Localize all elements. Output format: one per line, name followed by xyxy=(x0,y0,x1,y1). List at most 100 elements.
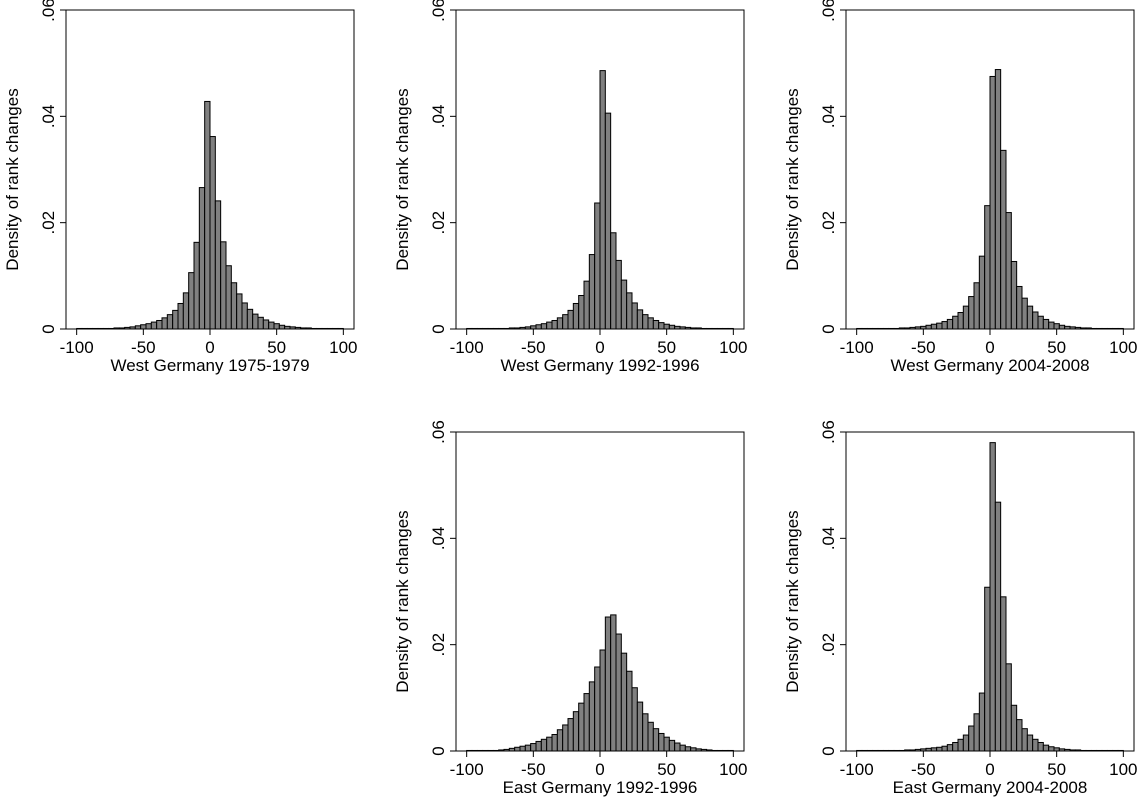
histogram-bar xyxy=(610,232,617,330)
histogram-bar xyxy=(166,314,174,330)
histogram-bar xyxy=(882,327,890,330)
histogram-bar xyxy=(663,736,670,752)
histogram-bar xyxy=(1074,326,1082,330)
histogram-bar xyxy=(877,327,884,330)
histogram-bar xyxy=(663,323,670,330)
histogram-bar xyxy=(508,747,516,752)
histogram-bar xyxy=(225,265,232,330)
histogram-bar xyxy=(482,749,489,752)
histogram-bar xyxy=(898,749,906,752)
x-tick-label: 50 xyxy=(267,338,286,357)
y-tick-label: .06 xyxy=(39,0,58,22)
histogram-bar xyxy=(257,316,264,330)
histogram-bar xyxy=(503,327,510,330)
histogram-bar xyxy=(471,327,478,330)
histogram-bar xyxy=(1026,734,1034,752)
histogram-bar xyxy=(1085,327,1092,330)
histogram-bar xyxy=(856,327,863,330)
histogram-bar xyxy=(76,327,83,330)
histogram-bar xyxy=(700,748,708,752)
histogram-bar xyxy=(583,693,590,752)
histogram-bar xyxy=(722,327,729,330)
histogram-bar xyxy=(642,713,649,752)
y-tick-label: .02 xyxy=(429,633,448,657)
histogram-bar xyxy=(535,324,542,330)
panel-west-1975-1979: -100 -50 0 50 100 0 .02 .04 .06 West Germany 1975… xyxy=(3,0,358,375)
histogram-bar xyxy=(583,280,590,330)
histogram-bar xyxy=(492,749,500,752)
x-tick-label: -50 xyxy=(911,760,936,779)
y-tick-label: .06 xyxy=(429,420,448,444)
histogram-bar xyxy=(1021,297,1028,330)
x-tick-label: -50 xyxy=(911,338,936,357)
histogram-bar xyxy=(289,326,296,330)
histogram-bar xyxy=(1037,741,1044,752)
histogram-bar xyxy=(1096,749,1103,752)
y-tick-label: .02 xyxy=(819,211,838,235)
histogram-bar xyxy=(332,327,339,330)
histogram-bar xyxy=(658,322,665,330)
histogram-bar xyxy=(690,327,697,330)
histogram-bar xyxy=(551,734,558,752)
histogram-bar xyxy=(530,743,537,752)
histogram-bar xyxy=(989,75,996,330)
histogram-bar xyxy=(658,732,665,752)
histogram-bar xyxy=(487,327,494,330)
histogram-bar xyxy=(1042,744,1050,752)
histogram-bar xyxy=(690,747,697,752)
histogram-bar xyxy=(1106,327,1114,330)
x-tick-label: -100 xyxy=(60,338,94,357)
histogram-bar xyxy=(1080,749,1087,752)
histogram-bar xyxy=(914,748,922,752)
histogram-bar xyxy=(604,112,612,330)
panel-east-1992-1996: -100 -50 0 50 100 0 .02 .04 .06 East Germany 1992… xyxy=(393,420,748,797)
histogram-bar xyxy=(984,586,991,752)
histogram-bar xyxy=(198,187,206,330)
histogram-bar xyxy=(172,309,179,330)
y-axis-title: Density of rank changes xyxy=(393,88,412,270)
histogram-bar xyxy=(716,327,724,330)
histogram-bar xyxy=(337,327,344,330)
histogram-bar xyxy=(113,327,120,330)
histogram-bar xyxy=(914,326,922,330)
histogram-bar xyxy=(482,327,489,330)
histogram-bar xyxy=(1026,305,1034,330)
histogram-bar xyxy=(193,241,200,330)
panel-west-2004-2008: -100 -50 0 50 100 0 .02 .04 .06 West Germany 2004… xyxy=(783,0,1138,375)
histogram-bar xyxy=(540,323,548,330)
x-tick-label: 50 xyxy=(1047,760,1066,779)
histogram-bar xyxy=(994,69,1002,330)
histogram-bar xyxy=(861,749,868,752)
histogram-bar xyxy=(631,302,638,330)
histogram-bar xyxy=(636,701,644,752)
histogram-bar xyxy=(1005,212,1012,330)
histogram-bar xyxy=(252,313,259,330)
histogram-bar xyxy=(957,738,964,752)
histogram-bar xyxy=(1053,323,1060,330)
y-tick-label: .06 xyxy=(429,0,448,22)
histogram-bar xyxy=(989,442,996,752)
histogram-bar xyxy=(1064,325,1071,330)
y-tick-label: .04 xyxy=(39,105,58,129)
histogram-bar xyxy=(108,327,115,330)
histogram-bar xyxy=(652,728,660,752)
x-tick-label: -100 xyxy=(840,760,874,779)
histogram-bar xyxy=(1090,327,1098,330)
histogram-bar xyxy=(188,272,195,330)
histogram-bar xyxy=(236,293,243,330)
histogram-bar xyxy=(1037,315,1044,330)
histogram-bar xyxy=(556,317,564,330)
histogram-bar xyxy=(920,748,927,752)
histogram-bar xyxy=(156,319,163,330)
histogram-bar xyxy=(962,734,970,752)
histogram-bar xyxy=(551,319,558,330)
histogram-bar xyxy=(1090,749,1098,752)
x-tick-label: -50 xyxy=(521,760,546,779)
histogram-bar xyxy=(946,744,954,752)
histogram-bar xyxy=(1096,327,1103,330)
histogram-bar xyxy=(1101,327,1108,330)
histogram-bar xyxy=(904,327,911,330)
histogram-bar xyxy=(679,326,686,330)
histogram-bar xyxy=(316,327,323,330)
